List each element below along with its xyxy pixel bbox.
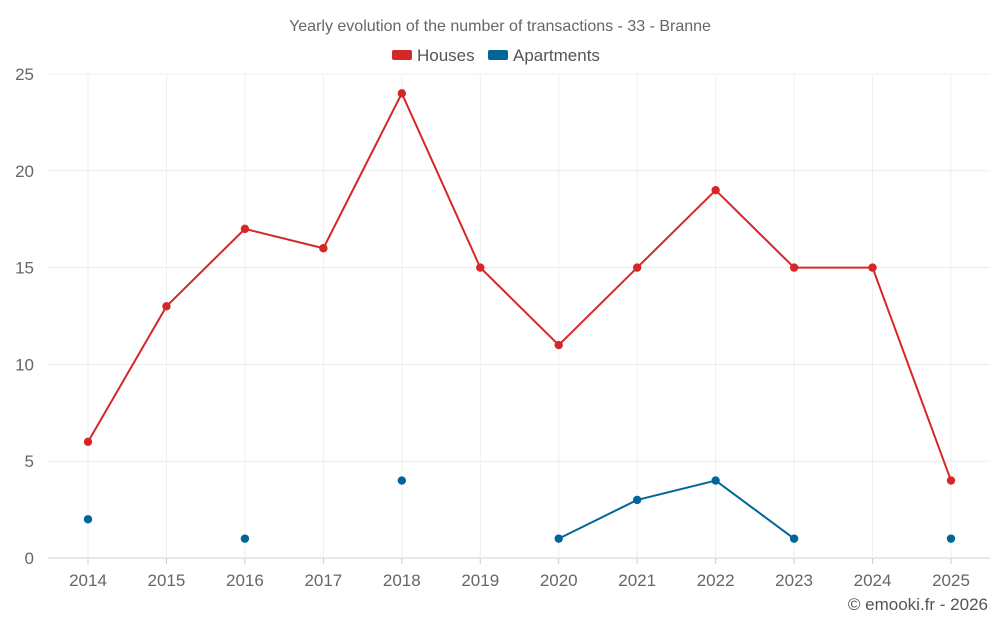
series-apartments [83, 476, 956, 543]
x-tick-label: 2017 [304, 571, 342, 590]
y-tick-label: 20 [15, 162, 34, 181]
data-point-houses-2024 [868, 263, 877, 272]
data-point-houses-2025 [946, 476, 956, 485]
x-tick-label: 2022 [697, 571, 735, 590]
chart-title: Yearly evolution of the number of transa… [289, 18, 711, 35]
data-point-houses-2015 [162, 302, 171, 311]
data-point-houses-2022 [711, 185, 720, 195]
data-point-houses-2020 [554, 340, 563, 350]
chart-credit: © emooki.fr - 2026 [848, 595, 988, 614]
data-point-houses-2018 [397, 89, 407, 98]
data-point-apartments-2023 [789, 534, 799, 543]
y-tick-label: 0 [25, 549, 34, 568]
legend-label-apartments: Apartments [513, 46, 600, 65]
x-tick-label: 2020 [540, 571, 578, 590]
y-tick-label: 25 [15, 65, 34, 84]
y-tick-label: 5 [25, 452, 34, 471]
x-tick-label: 2014 [69, 571, 107, 590]
legend-swatch-apartments [488, 50, 508, 60]
data-point-apartments-2016 [240, 534, 250, 543]
data-point-houses-2017 [319, 244, 328, 253]
x-tick-label: 2024 [854, 571, 892, 590]
series-line-apartments [557, 479, 796, 540]
x-tick-label: 2015 [148, 571, 186, 590]
y-tick-label: 15 [15, 259, 34, 278]
series-line-houses [87, 92, 952, 482]
x-tick-label: 2018 [383, 571, 421, 590]
legend: Houses Apartments [392, 46, 600, 65]
data-point-houses-2019 [476, 263, 485, 272]
legend-label-houses: Houses [417, 46, 475, 65]
data-point-apartments-2025 [946, 534, 956, 543]
data-point-apartments-2014 [83, 515, 93, 524]
data-point-apartments-2021 [632, 495, 642, 505]
data-point-houses-2016 [240, 224, 250, 234]
data-point-apartments-2022 [711, 476, 720, 485]
x-tick-label: 2023 [775, 571, 813, 590]
data-point-houses-2014 [83, 437, 93, 447]
data-point-apartments-2020 [554, 534, 563, 543]
series-layer [83, 89, 956, 543]
y-tick-label: 10 [15, 355, 34, 374]
series-houses [83, 89, 956, 485]
data-point-apartments-2018 [397, 476, 407, 485]
grid [48, 73, 990, 559]
data-point-houses-2021 [632, 263, 642, 272]
x-tick-label: 2016 [226, 571, 264, 590]
x-tick-label: 2025 [932, 571, 970, 590]
legend-swatch-houses [392, 50, 412, 60]
x-tick-label: 2019 [461, 571, 499, 590]
x-tick-label: 2021 [618, 571, 656, 590]
data-point-houses-2023 [789, 263, 799, 272]
